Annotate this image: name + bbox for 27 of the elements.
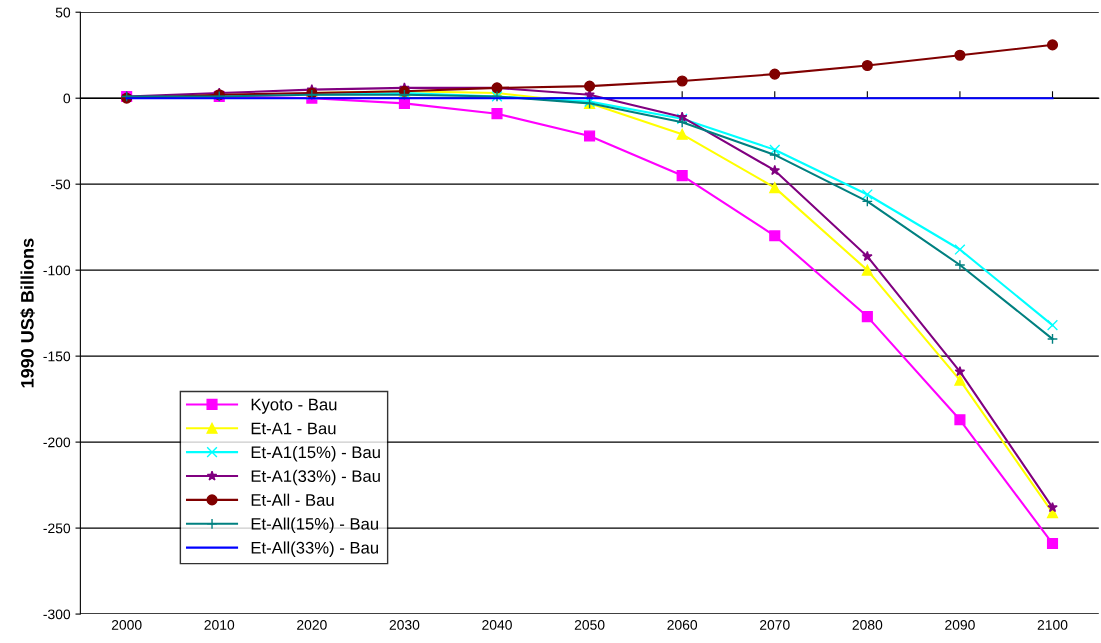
y-tick-label: -100	[43, 265, 71, 276]
legend-label: Et-All(15%) - Bau	[251, 517, 378, 534]
legend-label: Et-A1 - Bau	[251, 422, 336, 435]
x-tick-label: 2080	[852, 619, 883, 630]
x-tick-label: 2050	[574, 619, 605, 630]
y-tick-label: 50	[55, 7, 71, 18]
x-tick-label: 2060	[667, 619, 698, 630]
y-axis-title: 1990 US$ Billions	[20, 238, 35, 388]
x-tick-label: 2010	[204, 619, 235, 630]
x-tick-label: 2090	[945, 619, 975, 630]
x-tick-label: 2020	[297, 619, 327, 630]
legend-label: Et-All(33%) - Bau	[251, 541, 378, 557]
legend-label: Et-A1(15%) - Bau	[251, 445, 380, 462]
x-tick-label: 2100	[1037, 619, 1068, 630]
y-tick-label: -250	[43, 523, 71, 534]
x-tick-label: 2030	[389, 619, 420, 630]
y-tick-label: -300	[43, 609, 71, 620]
y-tick-label: -200	[43, 437, 71, 448]
legend-label: Et-All - Bau	[251, 493, 334, 506]
y-tick-label: -50	[51, 179, 71, 190]
legend-label: Kyoto - Bau	[251, 398, 337, 414]
x-tick-label: 2070	[760, 619, 790, 630]
legend-label: Et-A1(33%) - Bau	[251, 469, 380, 486]
y-tick-label: -150	[43, 351, 71, 362]
y-tick-label: 0	[63, 93, 71, 104]
x-tick-label: 2000	[111, 619, 142, 630]
x-tick-label: 2040	[482, 619, 512, 630]
